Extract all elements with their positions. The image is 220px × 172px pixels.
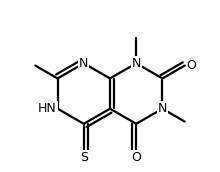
- Text: N: N: [79, 57, 88, 70]
- Text: N: N: [132, 57, 141, 70]
- Text: O: O: [131, 151, 141, 164]
- Text: S: S: [80, 151, 88, 164]
- Text: HN: HN: [38, 102, 57, 115]
- Text: O: O: [187, 59, 196, 72]
- Text: N: N: [158, 102, 167, 115]
